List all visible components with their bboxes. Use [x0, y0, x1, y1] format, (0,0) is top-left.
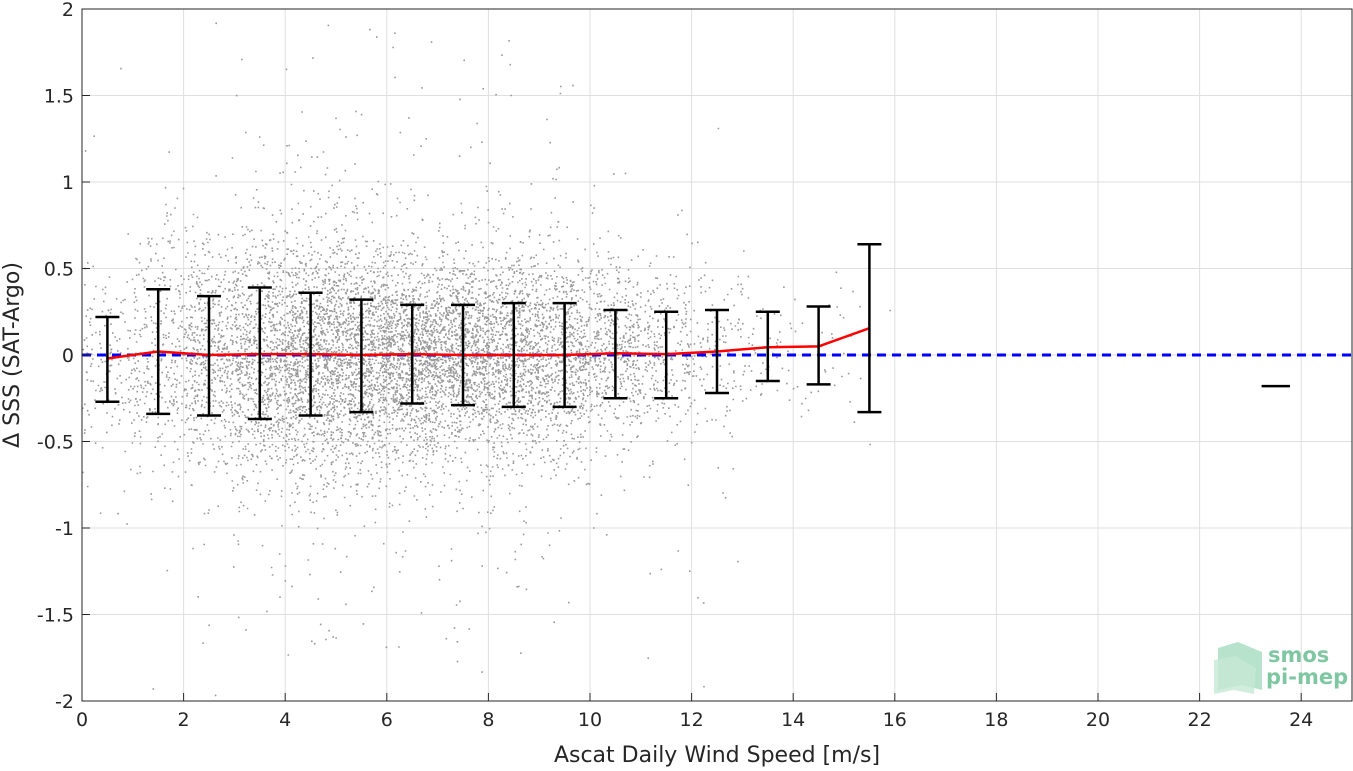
error-bar — [400, 303, 425, 405]
mean-polyline — [107, 327, 870, 360]
scatter-point-cloud — [82, 22, 891, 697]
axes — [81, 8, 1353, 702]
error-bar — [501, 301, 526, 409]
y-axis-label: Δ SSS (SAT-Argo) — [0, 262, 25, 448]
x-tick-label: 14 — [781, 709, 805, 731]
x-tick-label: 6 — [381, 709, 393, 731]
x-tick-label: 8 — [482, 709, 494, 731]
x-tick-label: 0 — [76, 709, 88, 731]
y-tick-label: -2 — [55, 691, 74, 713]
error-bar — [95, 315, 120, 403]
error-bar — [349, 298, 374, 414]
logo-line1: smos — [1268, 643, 1329, 667]
y-tick-label: 2 — [62, 0, 74, 21]
y-tick-label: 1.5 — [44, 86, 74, 108]
x-tick-label: 20 — [1086, 709, 1110, 731]
smos-pi-mep-logo: smos pi-mep — [1214, 642, 1348, 694]
tick-labels: 0 2 4 6 8 10 12 14 16 18 20 22 24-2-1.5-1-0.500.511.… — [37, 0, 1313, 731]
error-bar — [654, 310, 679, 400]
x-tick-label: 12 — [680, 709, 704, 731]
error-bars — [95, 243, 1291, 421]
x-tick-label: 16 — [883, 709, 907, 731]
scatter-points — [82, 22, 891, 697]
x-tick-label: 2 — [178, 709, 190, 731]
logo-line2: pi-mep — [1266, 665, 1348, 689]
y-tick-label: -1.5 — [37, 605, 74, 627]
error-bar — [705, 308, 729, 395]
error-bar — [146, 288, 171, 416]
error-bar — [603, 308, 628, 400]
error-bar — [806, 305, 831, 386]
error-bar — [298, 291, 323, 417]
error-bar — [552, 301, 577, 409]
x-axis-label: Ascat Daily Wind Speed [m/s] — [554, 743, 880, 768]
x-tick-label: 4 — [279, 709, 291, 731]
mean-line — [107, 327, 870, 360]
y-tick-label: 0.5 — [44, 259, 74, 281]
error-bar — [247, 286, 272, 421]
x-tick-label: 18 — [984, 709, 1008, 731]
y-tick-label: -1 — [55, 518, 74, 540]
x-tick-label: 24 — [1289, 709, 1313, 731]
error-bar — [755, 310, 780, 383]
x-tick-label: 22 — [1188, 709, 1212, 731]
error-bar — [197, 294, 221, 417]
y-tick-label: 0 — [62, 345, 74, 367]
y-tick-label: 1 — [62, 172, 74, 194]
error-bar — [451, 303, 475, 407]
y-tick-label: -0.5 — [37, 432, 74, 454]
error-bar — [857, 243, 882, 414]
x-tick-label: 10 — [578, 709, 602, 731]
logo-waves-icon-front — [1214, 656, 1256, 694]
